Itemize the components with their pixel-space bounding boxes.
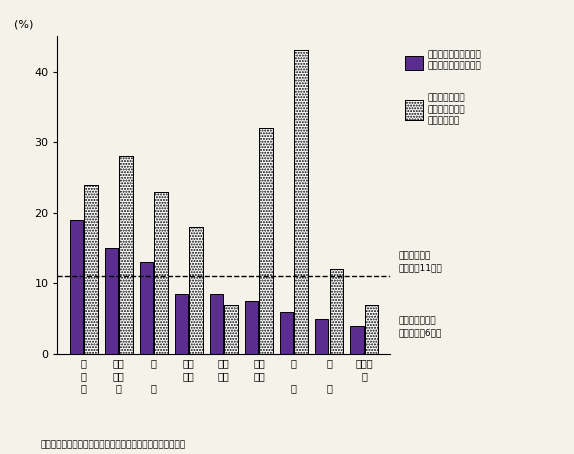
Text: （資料）工業技術院「民間研究開発実態調査」により作成。: （資料）工業技術院「民間研究開発実態調査」により作成。 bbox=[40, 440, 185, 449]
Text: 総研究費に占める公害
防止技術開発費の割合: 総研究費に占める公害 防止技術開発費の割合 bbox=[428, 50, 482, 71]
Bar bbox=[210, 294, 223, 354]
Bar bbox=[280, 312, 293, 354]
Bar bbox=[189, 227, 203, 354]
Bar bbox=[84, 185, 98, 354]
Text: 技術開発の割合
の平均（　6％）: 技術開発の割合 の平均（ 6％） bbox=[399, 316, 443, 337]
Bar bbox=[224, 305, 238, 354]
Bar bbox=[105, 248, 118, 354]
Bar bbox=[294, 50, 308, 354]
Bar bbox=[70, 220, 83, 354]
Bar bbox=[119, 156, 133, 354]
Bar bbox=[224, 305, 238, 354]
Bar bbox=[119, 156, 133, 354]
Bar bbox=[259, 128, 273, 354]
Bar bbox=[315, 319, 328, 354]
Bar bbox=[329, 269, 343, 354]
Bar bbox=[140, 262, 153, 354]
Bar bbox=[259, 128, 273, 354]
Bar bbox=[364, 305, 378, 354]
Bar bbox=[350, 326, 363, 354]
Bar bbox=[189, 227, 203, 354]
Text: 総研究者に占め
る公害防止技術
研究者の割合: 総研究者に占め る公害防止技術 研究者の割合 bbox=[428, 93, 466, 126]
Bar bbox=[245, 301, 258, 354]
Bar bbox=[84, 185, 98, 354]
Text: (%): (%) bbox=[14, 20, 33, 30]
Text: 研究者の割合
の平均（11％）: 研究者の割合 の平均（11％） bbox=[399, 251, 443, 272]
Bar bbox=[175, 294, 188, 354]
Bar bbox=[154, 192, 168, 354]
Bar bbox=[364, 305, 378, 354]
Bar bbox=[294, 50, 308, 354]
Bar bbox=[154, 192, 168, 354]
Bar bbox=[329, 269, 343, 354]
